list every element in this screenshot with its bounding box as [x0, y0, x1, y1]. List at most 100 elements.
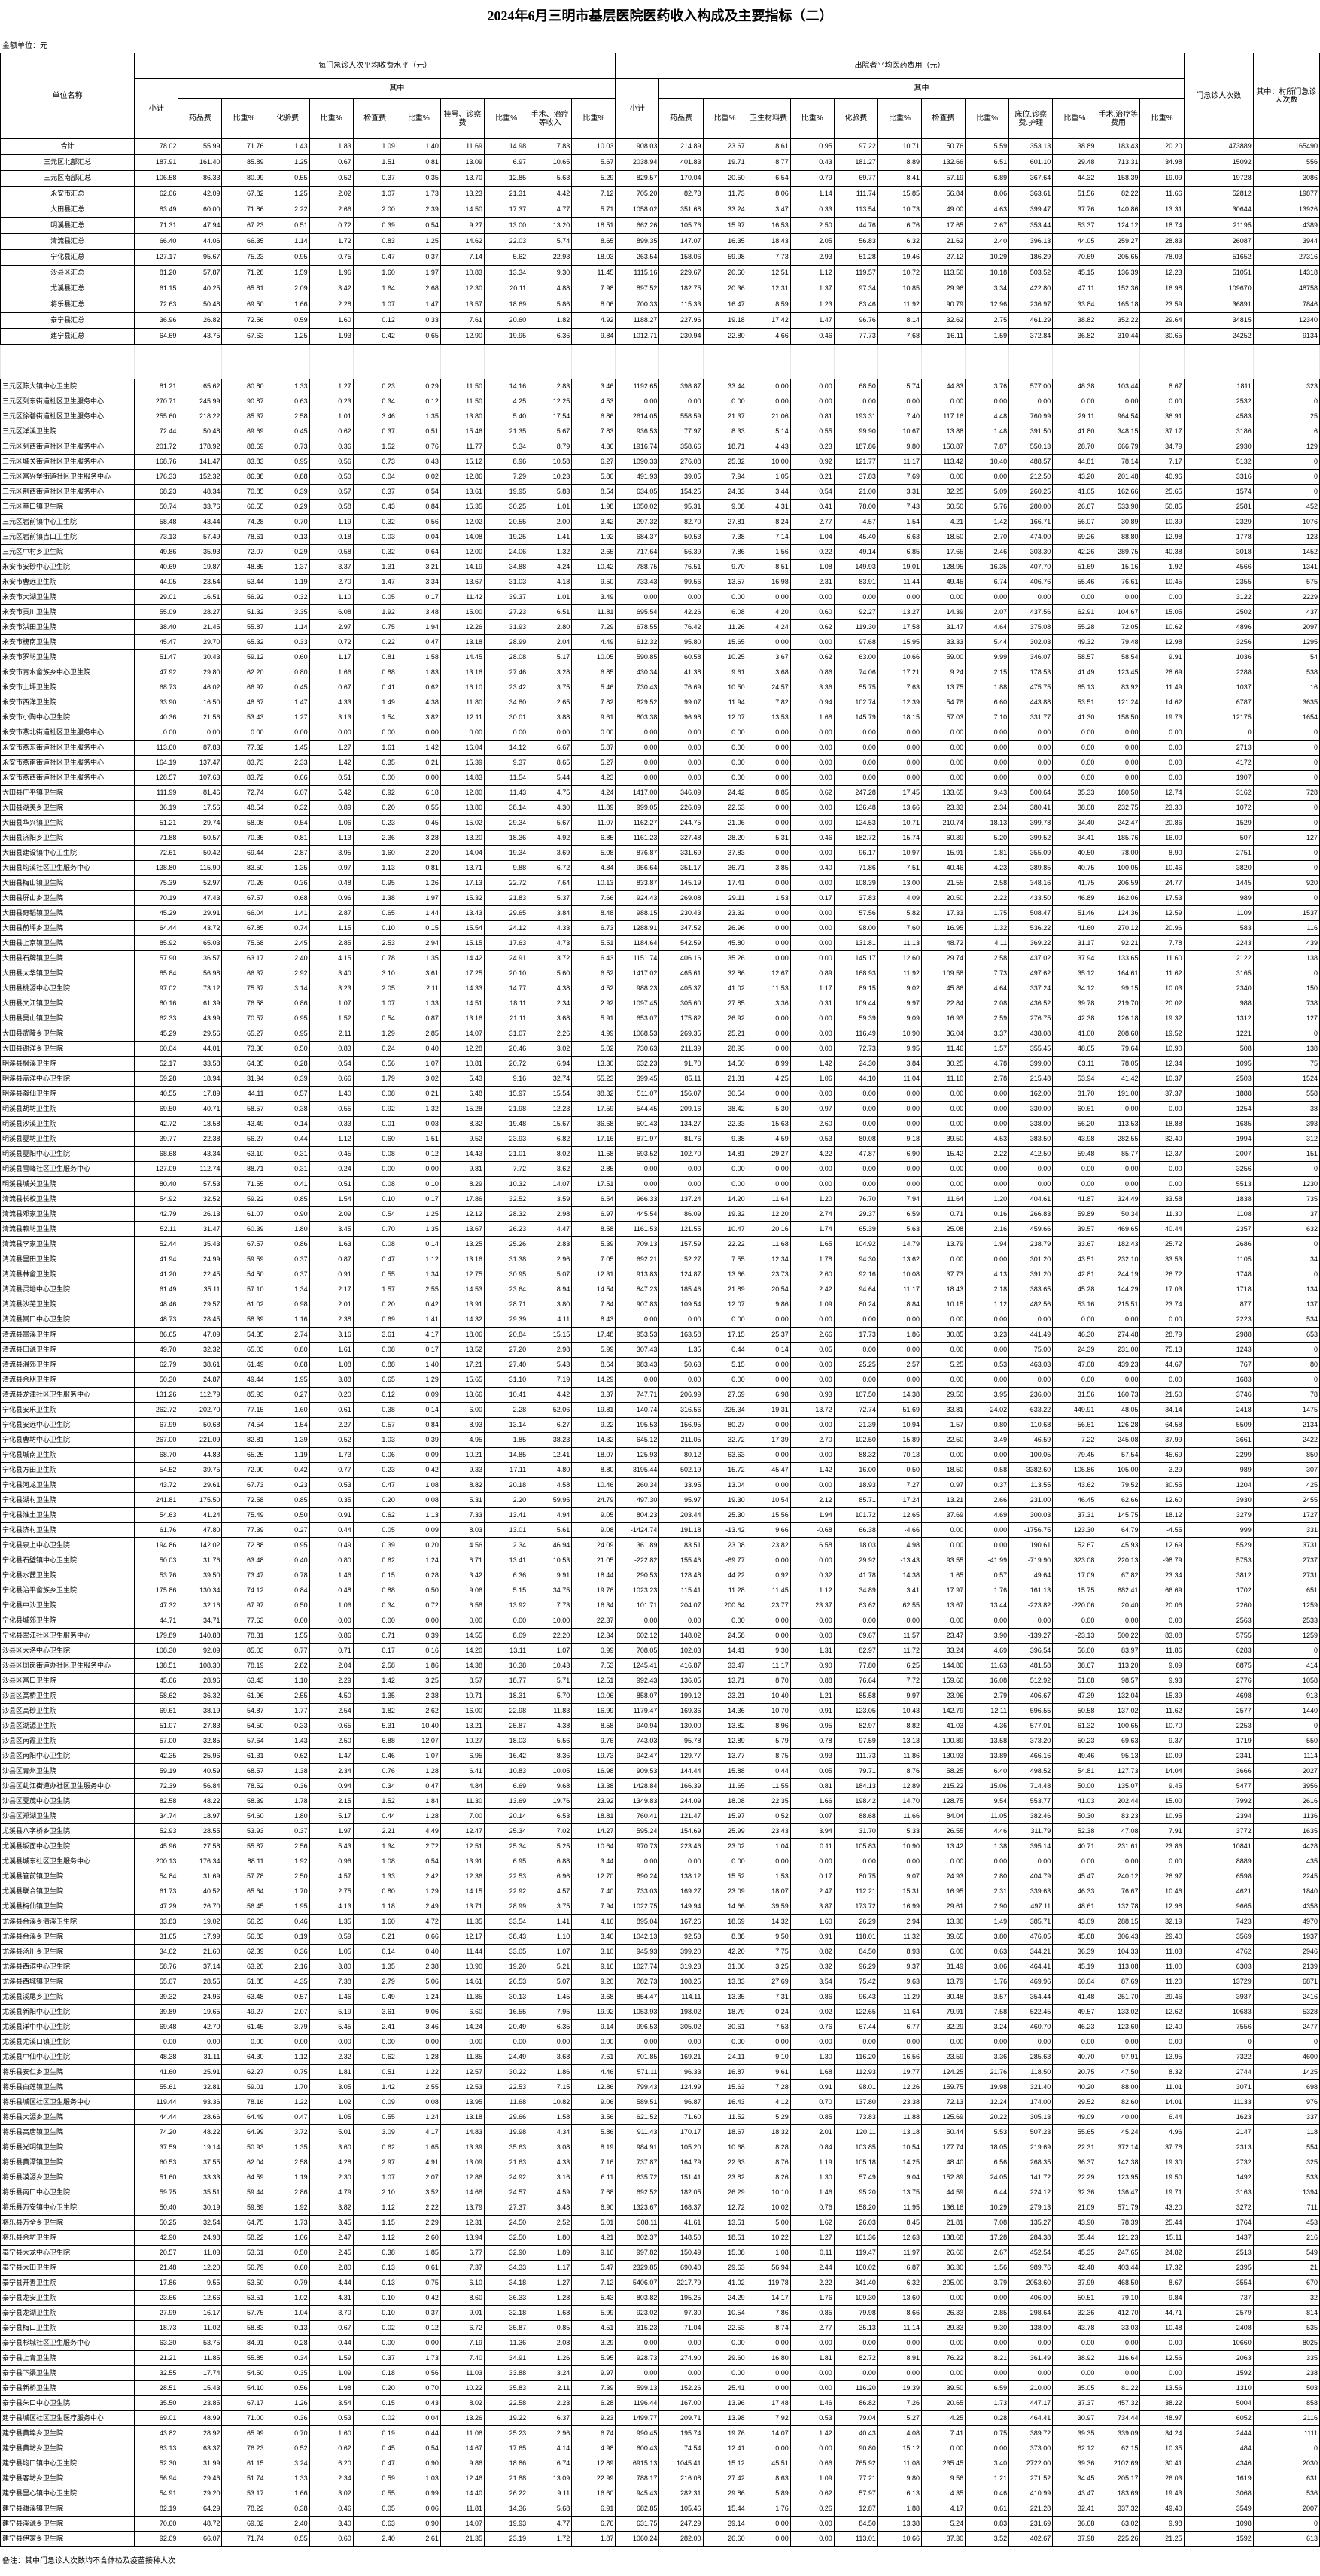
value-cell: 0.81	[396, 154, 441, 171]
value-cell: 1058	[1252, 1673, 1320, 1689]
value-cell: 28.92	[178, 2425, 223, 2441]
value-cell: 430.34	[615, 665, 660, 680]
value-cell: 1537	[1252, 905, 1320, 921]
value-cell: 1.61	[309, 1342, 354, 1358]
value-cell: 17.63	[484, 935, 529, 951]
value-cell: 7.00	[439, 1808, 485, 1824]
value-cell: 57.49	[178, 529, 223, 545]
value-cell: 0.78	[265, 1568, 310, 1583]
value-cell: 5.33	[877, 1823, 923, 1839]
value-cell: 1907	[1183, 770, 1254, 786]
value-cell: 17.13	[439, 875, 485, 891]
value-cell: 124.12	[1096, 217, 1141, 234]
value-cell: 12.74	[1139, 785, 1185, 801]
value-cell: 1.46	[789, 2395, 835, 2411]
value-cell: 136.48	[833, 800, 878, 816]
value-cell: 1.45	[528, 1989, 573, 2005]
value-cell: 14.32	[746, 1914, 791, 1930]
value-cell: 14.16	[484, 379, 529, 394]
value-cell: 8.96	[484, 454, 529, 470]
value-cell: 25	[1252, 409, 1320, 424]
header-visits: 门急诊人次数	[1183, 53, 1254, 139]
unit-name-cell: 明溪县夏阳中心卫生院	[0, 1146, 135, 1162]
value-cell: 215.22	[920, 1778, 966, 1794]
value-cell: 3.40	[309, 966, 354, 981]
value-cell: 6787	[1183, 695, 1254, 710]
value-cell: 25.25	[833, 1357, 878, 1373]
value-cell: 101.71	[615, 1598, 660, 1613]
value-cell: 169.27	[658, 1884, 704, 1899]
value-cell: 4.56	[439, 1537, 485, 1553]
value-cell: 1136	[1252, 1808, 1320, 1824]
value-cell: 70.85	[221, 484, 266, 500]
value-cell: 1.18	[352, 1899, 397, 1915]
value-cell: 10.48	[1139, 2320, 1185, 2336]
column-header: 床位.诊察费.护理	[1008, 98, 1054, 139]
value-cell: -225.34	[702, 1402, 747, 1418]
value-cell: 0.08	[352, 1236, 397, 1252]
value-cell: 0.00	[1139, 2034, 1185, 2050]
value-cell: 40.00	[1096, 2109, 1141, 2125]
value-cell: 161.40	[178, 154, 223, 171]
value-cell: 1.32	[396, 1101, 441, 1117]
value-cell: 282.55	[1096, 1131, 1141, 1147]
value-cell: 1.41	[265, 905, 310, 921]
value-cell: 788.75	[615, 559, 660, 575]
value-cell: 16.99	[571, 1703, 616, 1719]
value-cell: 6.98	[746, 1387, 791, 1403]
value-cell: 13.09	[528, 2471, 573, 2486]
value-cell: 4.23	[571, 770, 616, 786]
value-cell: 90.87	[221, 394, 266, 409]
value-cell: 4.66	[746, 328, 791, 345]
unit-name-cell: 尤溪县新阳中心卫生院	[0, 2004, 135, 2020]
unit-name-cell: 将乐县余坊卫生院	[0, 2230, 135, 2246]
value-cell: 1.35	[352, 1959, 397, 1975]
value-cell: 11.86	[1139, 1643, 1185, 1659]
value-cell: 4.46	[571, 2064, 616, 2080]
value-cell: 81.21	[134, 379, 179, 394]
value-cell: 2.22	[789, 2275, 835, 2291]
value-cell: 0.35	[352, 755, 397, 771]
value-cell: 25.87	[484, 1718, 529, 1734]
value-cell: 2.58	[265, 409, 310, 424]
value-cell: 457.32	[1096, 2395, 1141, 2411]
value-cell: 231.00	[1096, 1342, 1141, 1358]
value-cell: 12.11	[439, 710, 485, 725]
value-cell: 82.97	[833, 1643, 878, 1659]
value-cell: 37	[1252, 1206, 1320, 1222]
value-cell: 52.44	[134, 1236, 179, 1252]
value-cell: 1.46	[789, 2185, 835, 2200]
value-cell: 1.79	[352, 1071, 397, 1087]
value-cell: 0.66	[309, 1071, 354, 1087]
value-cell: 8.70	[746, 1673, 791, 1689]
value-cell: 1058.02	[615, 202, 660, 218]
table-row: 永安市槐南卫生院 45.47 29.70 65.32 0.33 0.72 0.22 0.47 1…	[0, 634, 1320, 650]
value-cell: 0.20	[352, 1492, 397, 1508]
value-cell: 170.17	[658, 2124, 704, 2140]
value-cell: 18.88	[1139, 1116, 1185, 1132]
value-cell: 0.13	[265, 2320, 310, 2336]
value-cell: 5.80	[571, 469, 616, 485]
value-cell: 0.00	[615, 1312, 660, 1328]
value-cell: 69.69	[221, 424, 266, 439]
value-cell: 0.00	[658, 2034, 704, 2050]
value-cell: 1.76	[965, 1583, 1010, 1598]
value-cell: 13.41	[484, 1553, 529, 1568]
value-cell: 0.62	[352, 2140, 397, 2155]
value-cell: 53.75	[178, 2335, 223, 2351]
value-cell: 1022.75	[615, 1899, 660, 1915]
value-cell: 2355	[1183, 574, 1254, 590]
value-cell: 5.31	[352, 1718, 397, 1734]
value-cell: 0.00	[965, 770, 1010, 786]
value-cell: 0.00	[833, 740, 878, 756]
value-cell: 0.20	[352, 2380, 397, 2396]
value-cell: 111.73	[833, 1748, 878, 1764]
value-cell: 85.71	[833, 1492, 878, 1508]
value-cell: 0.28	[265, 2335, 310, 2351]
value-cell: 12.07	[702, 1297, 747, 1312]
unit-name-cell: 沙县区湖源卫生院	[0, 1718, 135, 1734]
value-cell: 10.71	[877, 815, 923, 831]
value-cell: 50.51	[1052, 2290, 1097, 2306]
value-cell: 9.08	[571, 1522, 616, 1538]
value-cell: 0.42	[396, 2290, 441, 2306]
